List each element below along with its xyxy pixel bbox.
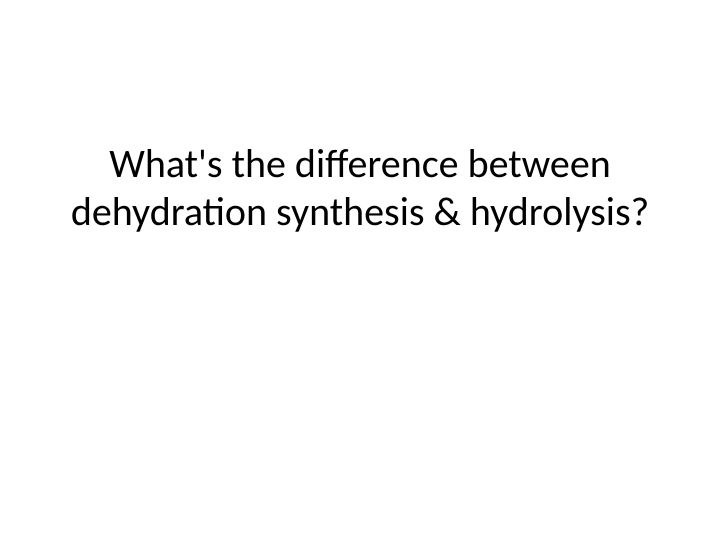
slide-title: What's the difference between dehydratio… bbox=[60, 140, 660, 236]
slide-container: What's the difference between dehydratio… bbox=[0, 0, 720, 540]
title-container: What's the difference between dehydratio… bbox=[60, 140, 660, 236]
